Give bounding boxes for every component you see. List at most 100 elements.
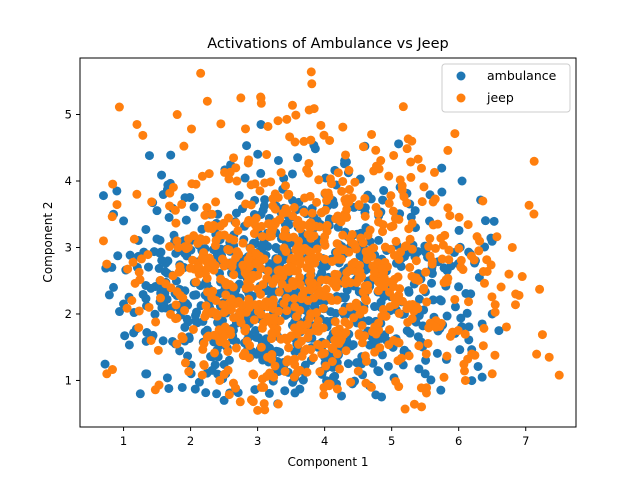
data-point-ambulance [162,373,172,383]
data-point-jeep [186,124,196,134]
data-point-jeep [487,292,497,302]
data-point-ambulance [290,388,300,398]
data-point-jeep [187,179,197,189]
data-point-jeep [332,336,342,346]
data-point-jeep [191,277,201,287]
data-point-jeep [235,397,245,407]
data-point-jeep [490,350,500,360]
data-point-jeep [385,325,395,335]
data-point-jeep [240,348,250,358]
data-point-jeep [327,343,337,353]
data-point-jeep [492,232,502,242]
data-point-jeep [270,204,280,214]
data-point-ambulance [256,168,266,178]
data-point-jeep [168,182,178,192]
data-point-jeep [275,215,285,225]
data-point-jeep [398,102,408,112]
data-point-jeep [346,377,356,387]
data-point-jeep [197,171,207,181]
data-point-jeep [303,295,313,305]
data-point-jeep [263,121,273,131]
data-point-jeep [295,280,305,290]
data-point-jeep [405,234,415,244]
data-point-jeep [388,206,398,216]
data-point-jeep [376,156,386,166]
data-point-jeep [389,250,399,260]
data-point-jeep [231,163,241,173]
data-point-jeep [429,167,439,177]
data-point-jeep [231,383,241,393]
data-point-ambulance [477,372,487,382]
data-point-jeep [360,331,370,341]
data-point-jeep [359,305,369,315]
data-point-jeep [421,267,431,277]
data-point-jeep [386,191,396,201]
data-point-jeep [306,67,316,77]
data-point-jeep [108,179,118,189]
data-point-ambulance [146,283,156,293]
data-point-jeep [219,369,229,379]
data-point-jeep [448,327,458,337]
data-point-jeep [411,256,421,266]
y-tick-label: 4 [65,174,72,188]
data-point-ambulance [450,302,460,312]
data-point-ambulance [166,150,176,160]
data-point-jeep [245,243,255,253]
data-point-jeep [414,341,424,351]
data-point-jeep [319,348,329,358]
data-point-ambulance [253,149,263,159]
data-point-jeep [231,218,241,228]
data-point-ambulance [467,376,477,386]
data-point-ambulance [343,359,353,369]
data-point-jeep [363,247,373,257]
data-point-jeep [338,122,348,132]
data-point-jeep [336,254,346,264]
data-point-jeep [319,390,329,400]
data-point-jeep [188,324,198,334]
data-point-jeep [421,349,431,359]
data-point-jeep [274,287,284,297]
data-point-jeep [357,271,367,281]
data-point-jeep [374,318,384,328]
data-point-jeep [293,325,303,335]
data-point-jeep [221,280,231,290]
data-point-ambulance [366,194,376,204]
data-point-ambulance [119,216,129,226]
data-point-ambulance [414,364,424,374]
data-point-ambulance [293,153,303,163]
data-point-jeep [217,254,227,264]
data-point-jeep [248,217,258,227]
data-point-jeep [439,372,449,382]
data-point-ambulance [201,388,211,398]
data-point-jeep [368,327,378,337]
data-point-ambulance [426,375,436,385]
data-point-jeep [240,326,250,336]
data-point-ambulance [298,375,308,385]
data-point-jeep [379,281,389,291]
data-point-jeep [143,250,153,260]
data-point-jeep [341,346,351,356]
data-point-jeep [291,110,301,120]
data-point-jeep [288,276,298,286]
data-point-ambulance [480,216,490,226]
data-point-jeep [299,207,309,217]
data-point-jeep [347,229,357,239]
data-point-jeep [204,169,214,179]
data-point-jeep [282,335,292,345]
data-point-jeep [361,296,371,306]
data-point-jeep [333,168,343,178]
data-point-jeep [188,255,198,265]
data-point-jeep [445,211,455,221]
data-point-jeep [112,200,122,210]
data-point-jeep [490,300,500,310]
data-point-jeep [287,100,297,110]
data-point-jeep [460,329,470,339]
data-point-jeep [175,262,185,272]
data-point-jeep [215,337,225,347]
data-point-jeep [207,209,217,219]
data-point-jeep [458,265,468,275]
data-point-jeep [402,198,412,208]
data-point-jeep [129,234,139,244]
data-point-jeep [259,254,269,264]
data-point-jeep [459,366,469,376]
